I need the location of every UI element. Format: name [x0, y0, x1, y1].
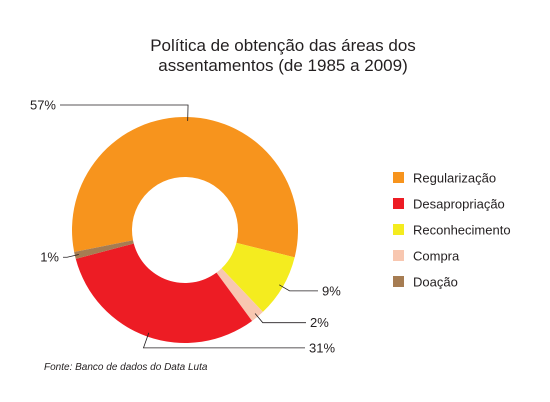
- slice-1: [75, 243, 253, 343]
- slice-2: [221, 242, 295, 312]
- slice-4: [74, 240, 134, 259]
- legend-swatch-2: [393, 224, 404, 235]
- legend-swatch-0: [393, 172, 404, 183]
- leader-line-1: [142, 332, 305, 349]
- chart-title-line-1: Política de obtenção das áreas dos: [150, 36, 416, 55]
- legend-label-4: Doação: [413, 275, 458, 290]
- value-labels: 57% 9% 2% 31% 1%: [30, 98, 341, 356]
- leader-line-0: [60, 104, 189, 122]
- legend: Regularização Desapropriação Reconheciment…: [393, 171, 511, 290]
- value-label-4: 1%: [40, 250, 59, 265]
- chart-title-line-2: assentamentos (de 1985 a 2009): [158, 56, 408, 75]
- source-note: Fonte: Banco de dados do Data Luta: [44, 362, 208, 373]
- leader-line-2: [279, 284, 318, 292]
- legend-swatch-3: [393, 250, 404, 261]
- slice-0: [72, 116, 298, 258]
- legend-swatch-4: [393, 276, 404, 287]
- legend-label-3: Compra: [413, 249, 460, 264]
- slice-3: [216, 268, 263, 321]
- leader-line-3: [254, 313, 306, 324]
- value-label-0: 57%: [30, 98, 56, 113]
- legend-label-1: Desapropriação: [413, 197, 505, 212]
- value-label-1: 31%: [309, 340, 335, 355]
- value-label-3: 2%: [310, 315, 329, 330]
- donut-slices: [72, 116, 298, 343]
- legend-label-2: Reconhecimento: [413, 223, 511, 238]
- leader-line-4: [63, 254, 79, 258]
- leader-lines: [60, 104, 318, 349]
- legend-swatch-1: [393, 198, 404, 209]
- value-label-2: 9%: [322, 283, 341, 298]
- legend-label-0: Regularização: [413, 171, 496, 186]
